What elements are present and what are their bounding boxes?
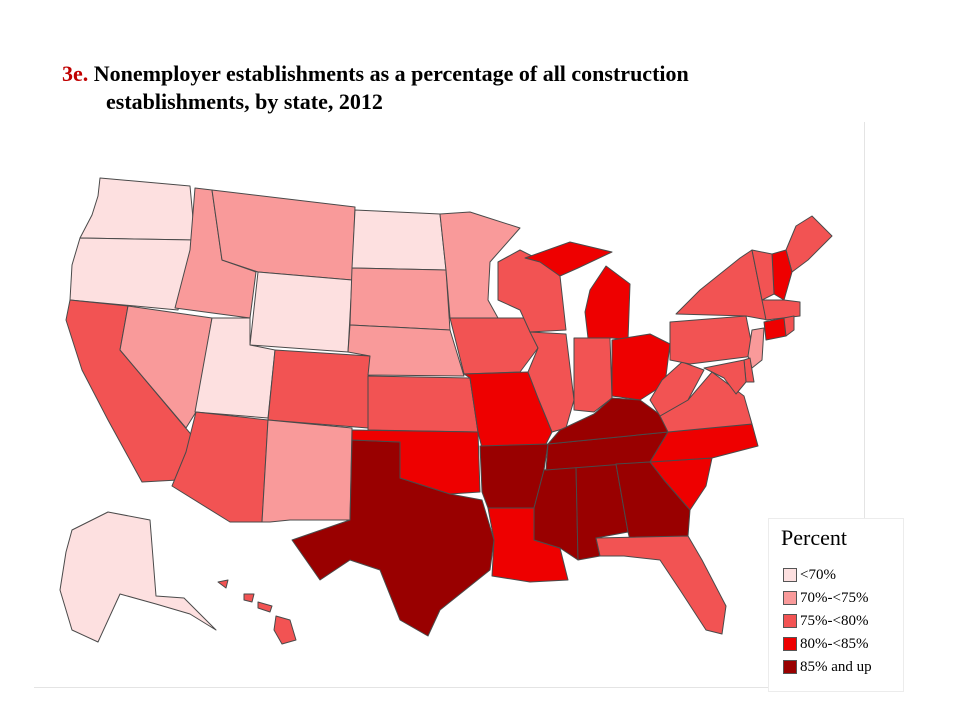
state-CO [267, 349, 371, 429]
legend-item: 80%-<85% [783, 634, 868, 654]
state-FL [595, 535, 727, 635]
legend-swatch [783, 614, 797, 628]
legend-label: 85% and up [800, 658, 872, 675]
state-IA [449, 317, 539, 375]
state-NJ [747, 327, 765, 369]
legend-swatch [783, 568, 797, 582]
title-line-2: establishments, by state, 2012 [106, 89, 383, 114]
legend-label: 75%-<80% [800, 612, 869, 629]
state-NE [347, 324, 465, 377]
state-SD [349, 267, 451, 331]
state-CT [763, 317, 787, 341]
title-line-1: Nonemployer establishments as a percenta… [93, 61, 689, 86]
state-WA [79, 177, 196, 241]
state-HI [217, 579, 297, 645]
state-MD [703, 359, 747, 395]
legend-label: <70% [800, 566, 836, 583]
state-IL [527, 331, 575, 433]
state-KY [547, 397, 669, 445]
legend-swatch [783, 660, 797, 674]
map-title: 3e. Nonemployer establishments as a perc… [62, 60, 922, 116]
legend-item: 75%-<80% [783, 611, 868, 631]
legend-item: 85% and up [783, 657, 872, 677]
state-AK [59, 511, 217, 643]
state-KS [367, 375, 479, 433]
state-NM [261, 419, 353, 523]
legend-swatch [783, 591, 797, 605]
state-IN [573, 337, 613, 413]
state-ME [785, 215, 833, 273]
map-legend: Percent <70% 70%-<75% 75%-<80% 80%-<85% … [768, 518, 904, 692]
state-ND [351, 209, 447, 271]
state-VT [751, 249, 775, 301]
legend-item: 70%-<75% [783, 588, 868, 608]
state-MA [761, 299, 801, 321]
state-OK [351, 429, 481, 495]
state-RI [783, 315, 795, 337]
legend-label: 80%-<85% [800, 635, 869, 652]
state-PA [669, 315, 755, 365]
state-NV [119, 305, 213, 429]
legend-label: 70%-<75% [800, 589, 869, 606]
legend-title: Percent [781, 525, 847, 550]
state-WI [497, 249, 567, 333]
map-frame [34, 122, 865, 688]
legend-swatch [783, 637, 797, 651]
state-WY [249, 271, 353, 353]
state-MN [439, 211, 521, 319]
legend-item: <70% [783, 565, 836, 585]
figure-number: 3e. [62, 61, 89, 86]
state-OR [69, 237, 196, 311]
